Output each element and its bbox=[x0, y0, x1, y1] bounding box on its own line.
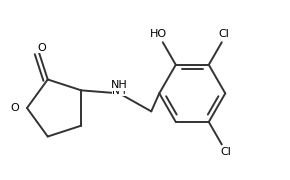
Text: NH: NH bbox=[111, 80, 128, 90]
Text: Cl: Cl bbox=[220, 147, 231, 158]
Text: Cl: Cl bbox=[218, 29, 229, 39]
Text: H: H bbox=[118, 86, 126, 96]
Text: O: O bbox=[38, 43, 46, 53]
Text: HO: HO bbox=[150, 29, 167, 39]
Text: O: O bbox=[11, 103, 19, 113]
Text: N: N bbox=[113, 86, 120, 96]
